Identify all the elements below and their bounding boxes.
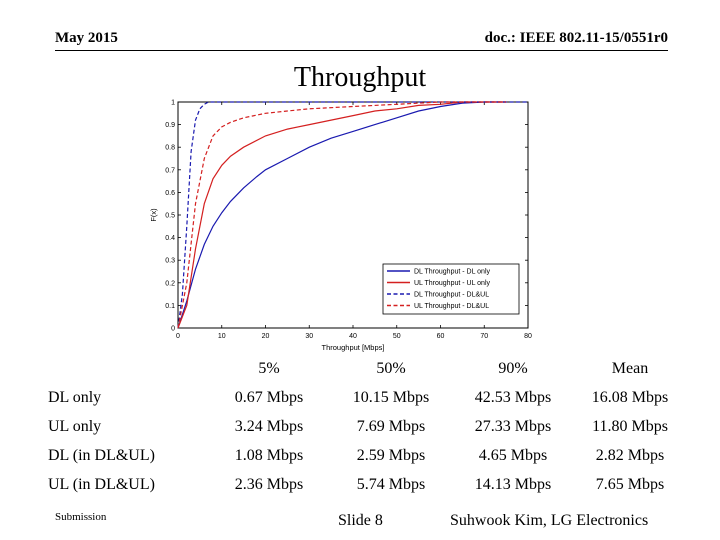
y-tick-label: 1 bbox=[171, 100, 175, 107]
y-tick-label: 0.3 bbox=[165, 258, 175, 265]
series-line bbox=[177, 101, 507, 329]
table-cell: 10.15 Mbps bbox=[352, 388, 430, 406]
legend-label: UL Throughput - DL&UL bbox=[414, 303, 489, 310]
x-tick-label: 80 bbox=[524, 333, 532, 340]
table-row: UL only 3.24 Mbps 7.69 Mbps 27.33 Mbps 1… bbox=[40, 412, 686, 441]
table-cell: 11.80 Mbps bbox=[592, 417, 668, 435]
table-cell: 42.53 Mbps bbox=[474, 388, 552, 406]
table-cell: 1.08 Mbps bbox=[234, 446, 304, 464]
y-tick-label: 0.4 bbox=[165, 235, 175, 242]
x-tick-label: 40 bbox=[349, 333, 357, 340]
series-line bbox=[177, 101, 528, 329]
table-header-cell bbox=[40, 354, 208, 383]
stats-table: 5% 50% 90% Mean DL only 0.67 Mbps 10.15 … bbox=[40, 354, 686, 499]
table-cell: 0.67 Mbps bbox=[234, 388, 304, 406]
table-cell: 3.24 Mbps bbox=[234, 417, 304, 435]
table-cell: 27.33 Mbps bbox=[474, 417, 552, 435]
header-rule bbox=[55, 50, 668, 51]
throughput-cdf-chart: 0 0.1 0.2 0.3 0.4 0.5 0.6 0.7 0.8 0.9 1 0 10 20 30 40 5… bbox=[149, 100, 532, 353]
legend-label: UL Throughput - UL only bbox=[414, 280, 491, 287]
y-tick-label: 0.5 bbox=[165, 213, 175, 220]
table-header-cell: 5% bbox=[258, 359, 280, 377]
table-cell: 2.36 Mbps bbox=[234, 475, 304, 493]
series-line bbox=[177, 101, 507, 329]
x-tick-label: 50 bbox=[393, 333, 401, 340]
footer-author: Suhwook Kim, LG Electronics bbox=[450, 512, 649, 529]
y-tick-label: 0.1 bbox=[165, 303, 175, 310]
table-row: UL (in DL&UL) 2.36 Mbps 5.74 Mbps 14.13 … bbox=[40, 470, 686, 499]
x-ticks: 0 10 20 30 40 50 60 70 80 bbox=[176, 102, 532, 340]
table-cell: 2.59 Mbps bbox=[356, 446, 426, 464]
series-line bbox=[177, 101, 507, 329]
table-cell: 5.74 Mbps bbox=[356, 475, 426, 493]
table-cell: 14.13 Mbps bbox=[474, 475, 552, 493]
table-header-cell: Mean bbox=[611, 359, 649, 377]
x-tick-label: 10 bbox=[218, 333, 226, 340]
table-cell: 16.08 Mbps bbox=[591, 388, 669, 406]
row-label: UL only bbox=[48, 417, 102, 435]
table-header-cell: 50% bbox=[376, 359, 406, 377]
legend: DL Throughput - DL only UL Throughput - U… bbox=[382, 263, 520, 315]
header-doc-id: doc.: IEEE 802.11-15/0551r0 bbox=[484, 30, 668, 46]
legend-label: DL Throughput - DL&UL bbox=[414, 292, 489, 299]
y-tick-label: 0.7 bbox=[165, 167, 175, 174]
x-axis-label: Throughput [Mbps] bbox=[322, 343, 385, 352]
y-tick-label: 0.6 bbox=[165, 190, 175, 197]
y-tick-label: 0.8 bbox=[165, 145, 175, 152]
legend-label: DL Throughput - DL only bbox=[414, 269, 491, 276]
row-label: DL only bbox=[48, 388, 102, 406]
y-axis-label: F(x) bbox=[149, 208, 158, 222]
y-tick-label: 0.9 bbox=[165, 122, 175, 129]
table-header-cell: 90% bbox=[498, 359, 528, 377]
footer-submission: Submission bbox=[55, 511, 107, 523]
footer-slide-number: Slide 8 bbox=[338, 512, 383, 529]
x-tick-label: 0 bbox=[176, 333, 180, 340]
table-cell: 2.82 Mbps bbox=[595, 446, 665, 464]
table-row: DL only 0.67 Mbps 10.15 Mbps 42.53 Mbps … bbox=[40, 383, 686, 412]
x-tick-label: 70 bbox=[480, 333, 488, 340]
x-tick-label: 30 bbox=[305, 333, 313, 340]
header-date: May 2015 bbox=[55, 30, 118, 46]
table-header-row: 5% 50% 90% Mean bbox=[40, 354, 686, 383]
table-row: DL (in DL&UL) 1.08 Mbps 2.59 Mbps 4.65 M… bbox=[40, 441, 686, 470]
slide-title: Throughput bbox=[293, 62, 427, 93]
table-cell: 4.65 Mbps bbox=[478, 446, 548, 464]
legend-box bbox=[382, 263, 520, 315]
row-label: DL (in DL&UL) bbox=[48, 446, 155, 464]
x-tick-label: 60 bbox=[437, 333, 445, 340]
table-cell: 7.69 Mbps bbox=[356, 417, 426, 435]
y-ticks: 0 0.1 0.2 0.3 0.4 0.5 0.6 0.7 0.8 0.9 1 bbox=[165, 100, 528, 333]
y-tick-label: 0 bbox=[171, 326, 175, 333]
row-label: UL (in DL&UL) bbox=[48, 475, 155, 493]
table-cell: 7.65 Mbps bbox=[595, 475, 665, 493]
x-tick-label: 20 bbox=[262, 333, 270, 340]
series-lines bbox=[177, 101, 528, 329]
y-tick-label: 0.2 bbox=[165, 280, 175, 287]
